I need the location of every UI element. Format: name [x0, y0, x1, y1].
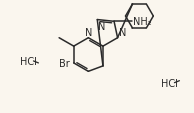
Text: HCl: HCl: [161, 78, 178, 88]
Text: NH₂: NH₂: [133, 17, 152, 27]
Text: N: N: [119, 27, 126, 37]
Text: N: N: [85, 27, 92, 37]
Text: N: N: [98, 21, 106, 31]
Text: HCl: HCl: [20, 56, 37, 66]
Text: Br: Br: [59, 58, 70, 68]
